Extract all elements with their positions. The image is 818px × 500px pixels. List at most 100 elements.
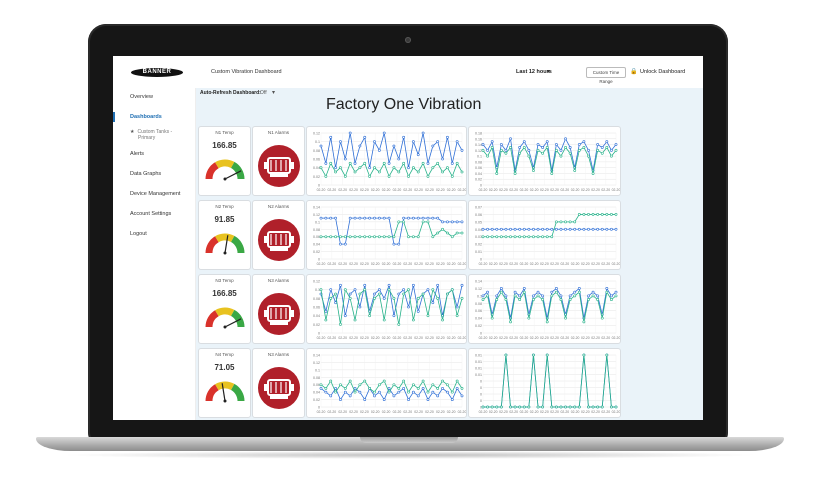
data-point	[353, 387, 357, 390]
data-point	[411, 318, 415, 322]
data-point	[339, 235, 342, 239]
x-tick-label: 02-20	[530, 336, 539, 340]
vibration-chart: 0.18 0.16 0.14 0.12 0.1 0.08 0.06 0.04 0.02 0 02-2…	[468, 126, 621, 196]
motor-alarm-icon[interactable]	[256, 140, 302, 190]
x-tick-label: 02-20	[601, 262, 610, 266]
data-point	[600, 146, 604, 149]
data-point	[499, 143, 503, 146]
data-point	[559, 405, 563, 409]
sidebar-item-account-settings[interactable]: Account Settings	[130, 211, 172, 217]
data-point	[382, 379, 386, 383]
data-point	[334, 166, 337, 170]
unlock-dashboard-button[interactable]: Unlock Dashboard	[640, 69, 686, 75]
dashboard-main: Auto-Refresh Dashboard: Off ▾ Factory On…	[196, 88, 703, 420]
data-point	[397, 242, 401, 246]
x-tick-label: 02-20	[425, 262, 434, 266]
star-icon: ★	[130, 129, 135, 135]
x-tick-label: 02-20	[550, 336, 559, 340]
data-point	[416, 235, 420, 239]
data-point	[436, 283, 440, 287]
sidebar-item-dashboards[interactable]: Dashboards	[130, 114, 162, 120]
x-tick-label: 02-20	[612, 410, 620, 414]
data-point	[499, 235, 503, 239]
gauge-needle	[224, 318, 242, 328]
y-tick-label: 0.02	[313, 398, 320, 402]
data-point	[513, 227, 517, 231]
data-point	[455, 231, 459, 235]
banner-logo[interactable]: BANNER	[131, 68, 183, 77]
y-tick-label: 0.06	[313, 383, 320, 387]
data-point	[490, 146, 494, 149]
data-point	[499, 287, 503, 290]
data-point	[368, 174, 372, 178]
sidebar-item-data-graphs[interactable]: Data Graphs	[130, 171, 162, 177]
data-point	[614, 143, 618, 146]
data-point	[407, 288, 410, 292]
data-point	[554, 227, 558, 231]
data-point	[527, 405, 531, 409]
data-point	[481, 148, 485, 152]
lock-icon[interactable]: 🔒	[630, 69, 638, 75]
vibration-chart: 0.12 0.1 0.08 0.06 0.04 0.02 0 02-20 02-20 02-20 0…	[306, 274, 467, 344]
auto-refresh-select[interactable]: Off	[260, 90, 267, 96]
sidebar-item-overview[interactable]: Overview	[130, 94, 153, 100]
x-tick-label: 02-20	[371, 188, 380, 192]
time-range-select[interactable]: Last 12 hours	[516, 69, 552, 75]
sidebar-item-device-management[interactable]: Device Management	[130, 191, 181, 197]
data-point	[436, 140, 440, 144]
sub-item-line2: Primary	[138, 135, 156, 141]
data-point	[329, 161, 333, 165]
data-point	[373, 296, 376, 300]
data-point	[596, 213, 600, 216]
data-point	[587, 213, 590, 216]
data-point	[554, 148, 558, 152]
motor-alarm-icon[interactable]	[256, 362, 302, 412]
gauge-red-band	[205, 384, 219, 402]
y-tick-label: 0.08	[313, 297, 320, 301]
motor-alarm-icon[interactable]	[256, 214, 302, 264]
custom-time-range-button[interactable]: Custom Time Range	[586, 67, 626, 84]
data-point	[568, 146, 572, 149]
chevron-down-icon[interactable]: ▾	[547, 69, 551, 75]
data-point	[343, 314, 347, 318]
data-point	[416, 387, 420, 390]
data-point	[450, 390, 454, 394]
x-tick-label: 02-20	[612, 262, 620, 266]
data-point	[605, 140, 609, 144]
x-tick-label: 02-20	[520, 336, 529, 340]
data-point	[324, 318, 328, 322]
data-point	[455, 379, 459, 383]
data-point	[522, 146, 526, 149]
sidebar-subitem-custom-tanks[interactable]: ★ Custom Tanks - Primary	[130, 129, 172, 141]
y-tick-label: 0.01	[475, 367, 482, 371]
data-point	[568, 405, 572, 409]
motor-alarm-icon[interactable]	[256, 288, 302, 338]
data-point	[513, 405, 517, 409]
sidebar-item-logout[interactable]: Logout	[130, 231, 147, 237]
chevron-down-icon[interactable]: ▾	[272, 90, 276, 96]
sidebar-item-alerts[interactable]: Alerts	[130, 151, 145, 157]
data-point	[431, 144, 435, 148]
x-tick-label: 02-20	[371, 336, 380, 340]
data-point	[486, 290, 489, 294]
data-point	[550, 235, 554, 239]
data-point	[416, 394, 420, 398]
data-point	[373, 140, 376, 144]
data-point	[407, 398, 410, 401]
data-point	[373, 394, 376, 398]
data-point	[564, 405, 567, 409]
y-tick-label: 0.06	[475, 166, 482, 170]
temp-value: 166.85	[212, 289, 237, 298]
y-tick-label: 0.02	[475, 243, 482, 247]
data-point	[441, 387, 444, 390]
y-tick-label: 0.05	[475, 220, 482, 224]
data-point	[368, 314, 372, 318]
data-point	[324, 216, 328, 220]
y-tick-label: 0.04	[475, 228, 482, 232]
y-tick-label: 0.18	[475, 132, 482, 136]
y-tick-label: 0.1	[315, 368, 320, 372]
laptop-shadow	[60, 451, 760, 459]
vibration-chart: 0.07 0.06 0.05 0.04 0.03 0.02 0.01 0 02-20 02-20 0…	[468, 200, 621, 270]
